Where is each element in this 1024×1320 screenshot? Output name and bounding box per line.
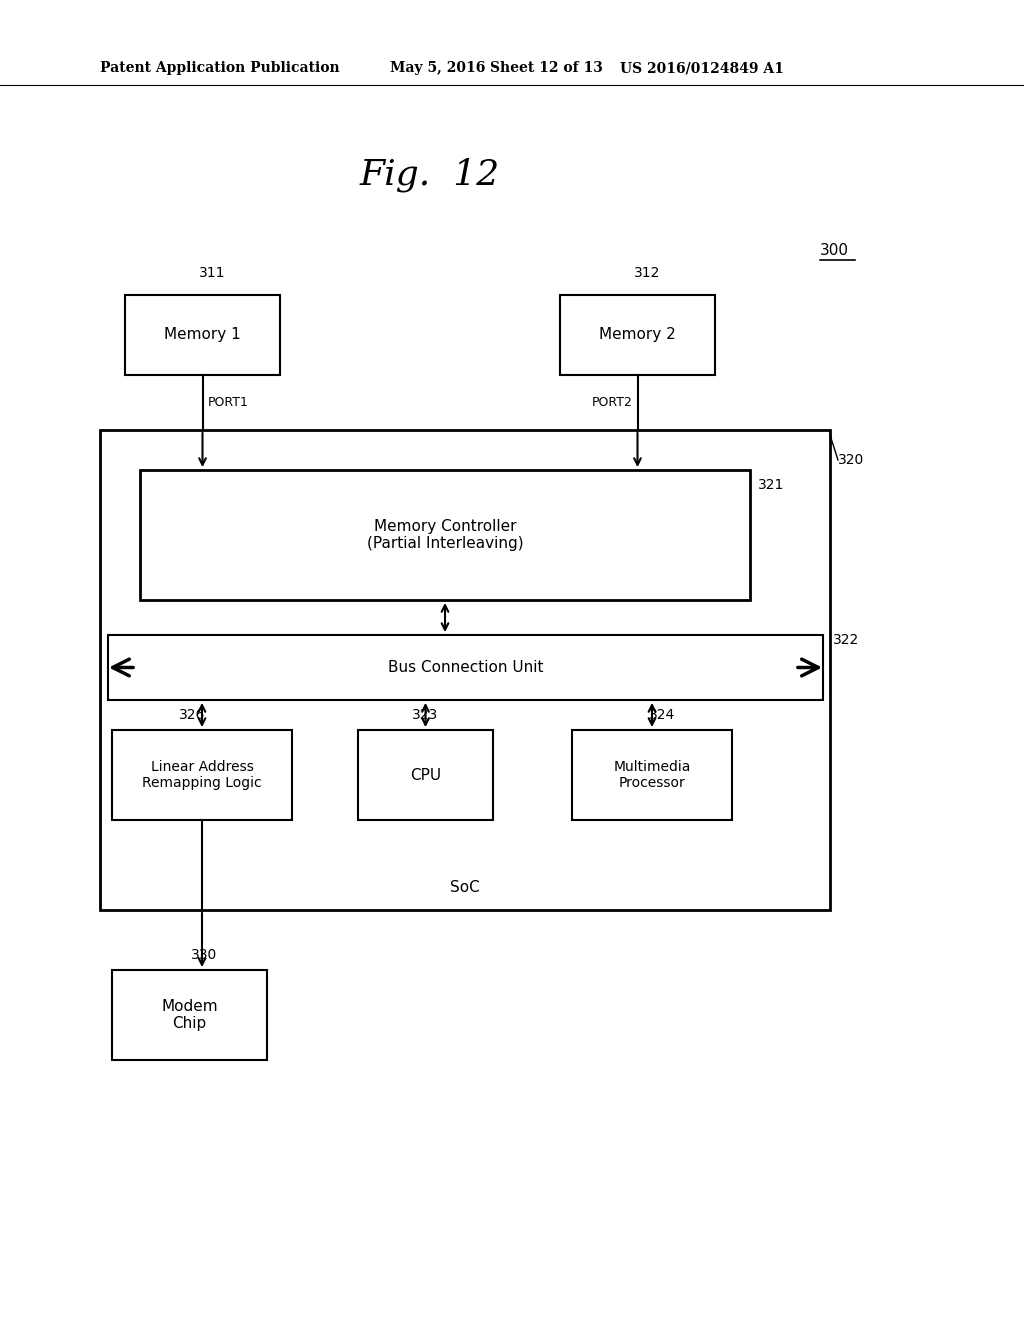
Text: 311: 311 <box>200 267 225 280</box>
Text: Sheet 12 of 13: Sheet 12 of 13 <box>490 61 603 75</box>
Text: CPU: CPU <box>410 767 441 783</box>
Text: US 2016/0124849 A1: US 2016/0124849 A1 <box>620 61 784 75</box>
Bar <box>112 970 267 1060</box>
Text: 322: 322 <box>833 634 859 647</box>
Text: Memory Controller
(Partial Interleaving): Memory Controller (Partial Interleaving) <box>367 519 523 552</box>
Bar <box>112 730 292 820</box>
Text: Multimedia
Processor: Multimedia Processor <box>613 760 690 791</box>
Bar <box>358 730 493 820</box>
Text: 330: 330 <box>191 948 218 962</box>
Bar <box>560 294 715 375</box>
Text: SoC: SoC <box>451 880 480 895</box>
Text: 312: 312 <box>634 267 660 280</box>
Text: Patent Application Publication: Patent Application Publication <box>100 61 340 75</box>
Text: Memory 2: Memory 2 <box>599 327 676 342</box>
Text: Bus Connection Unit: Bus Connection Unit <box>388 660 544 675</box>
Bar <box>140 470 750 601</box>
Text: Memory 1: Memory 1 <box>164 327 241 342</box>
Text: 320: 320 <box>838 453 864 467</box>
Text: Fig.  12: Fig. 12 <box>359 158 500 193</box>
Bar <box>108 635 823 700</box>
Text: Linear Address
Remapping Logic: Linear Address Remapping Logic <box>142 760 262 791</box>
Text: PORT2: PORT2 <box>592 396 633 409</box>
Text: May 5, 2016: May 5, 2016 <box>390 61 485 75</box>
Text: 321: 321 <box>758 478 784 492</box>
Text: 300: 300 <box>820 243 849 257</box>
Text: PORT1: PORT1 <box>208 396 249 409</box>
Bar <box>572 730 732 820</box>
Bar <box>100 430 830 909</box>
Text: 326: 326 <box>179 708 205 722</box>
Bar <box>125 294 280 375</box>
Text: Modem
Chip: Modem Chip <box>161 999 218 1031</box>
Text: 323: 323 <box>413 708 438 722</box>
Text: 324: 324 <box>649 708 675 722</box>
